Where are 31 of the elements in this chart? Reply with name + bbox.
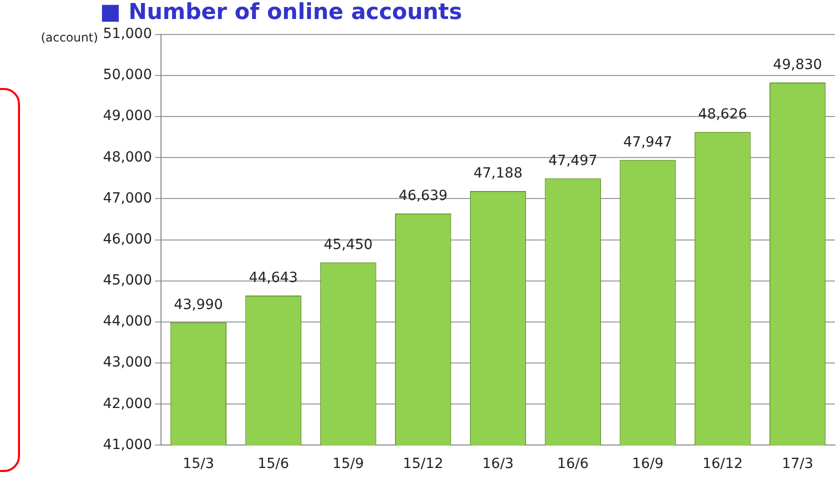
y-tick-label: 41,000 xyxy=(102,436,152,453)
y-tick-label: 50,000 xyxy=(102,67,152,84)
y-tick-label: 49,000 xyxy=(102,108,152,124)
y-axis-title: (account) xyxy=(40,30,98,45)
data-label: 43,990 xyxy=(174,297,223,314)
data-label: 47,947 xyxy=(623,134,672,150)
y-tick-label: 48,000 xyxy=(102,149,152,166)
x-tick-label: 16/12 xyxy=(702,456,743,472)
data-label: 48,626 xyxy=(698,106,748,123)
x-tick-label: 15/6 xyxy=(258,456,290,472)
data-label: 47,497 xyxy=(548,152,598,169)
x-tick-label: 16/6 xyxy=(557,456,589,472)
x-tick-label: 15/12 xyxy=(402,456,444,472)
y-tick-label: 51,000 xyxy=(102,26,152,42)
data-label: 49,830 xyxy=(773,57,822,74)
x-tick-label: 16/9 xyxy=(632,456,664,472)
y-tick-label: 42,000 xyxy=(102,396,152,412)
data-label: 47,188 xyxy=(473,166,522,182)
y-tick-label: 44,000 xyxy=(102,314,152,330)
x-tick-label: 15/3 xyxy=(182,456,214,472)
x-tick-label: 17/3 xyxy=(782,456,814,472)
y-tick-label: 46,000 xyxy=(102,231,152,248)
y-tick-label: 45,000 xyxy=(102,272,152,289)
x-tick-label: 16/3 xyxy=(482,456,514,472)
x-tick-label: 15/9 xyxy=(332,456,364,472)
y-tick-label: 43,000 xyxy=(102,354,152,371)
data-label: 45,450 xyxy=(324,237,373,254)
data-label: 46,639 xyxy=(398,188,448,204)
data-label: 44,643 xyxy=(248,270,298,286)
chart-title: ■ Number of online accounts xyxy=(100,0,462,25)
y-tick-label: 47,000 xyxy=(102,190,152,206)
